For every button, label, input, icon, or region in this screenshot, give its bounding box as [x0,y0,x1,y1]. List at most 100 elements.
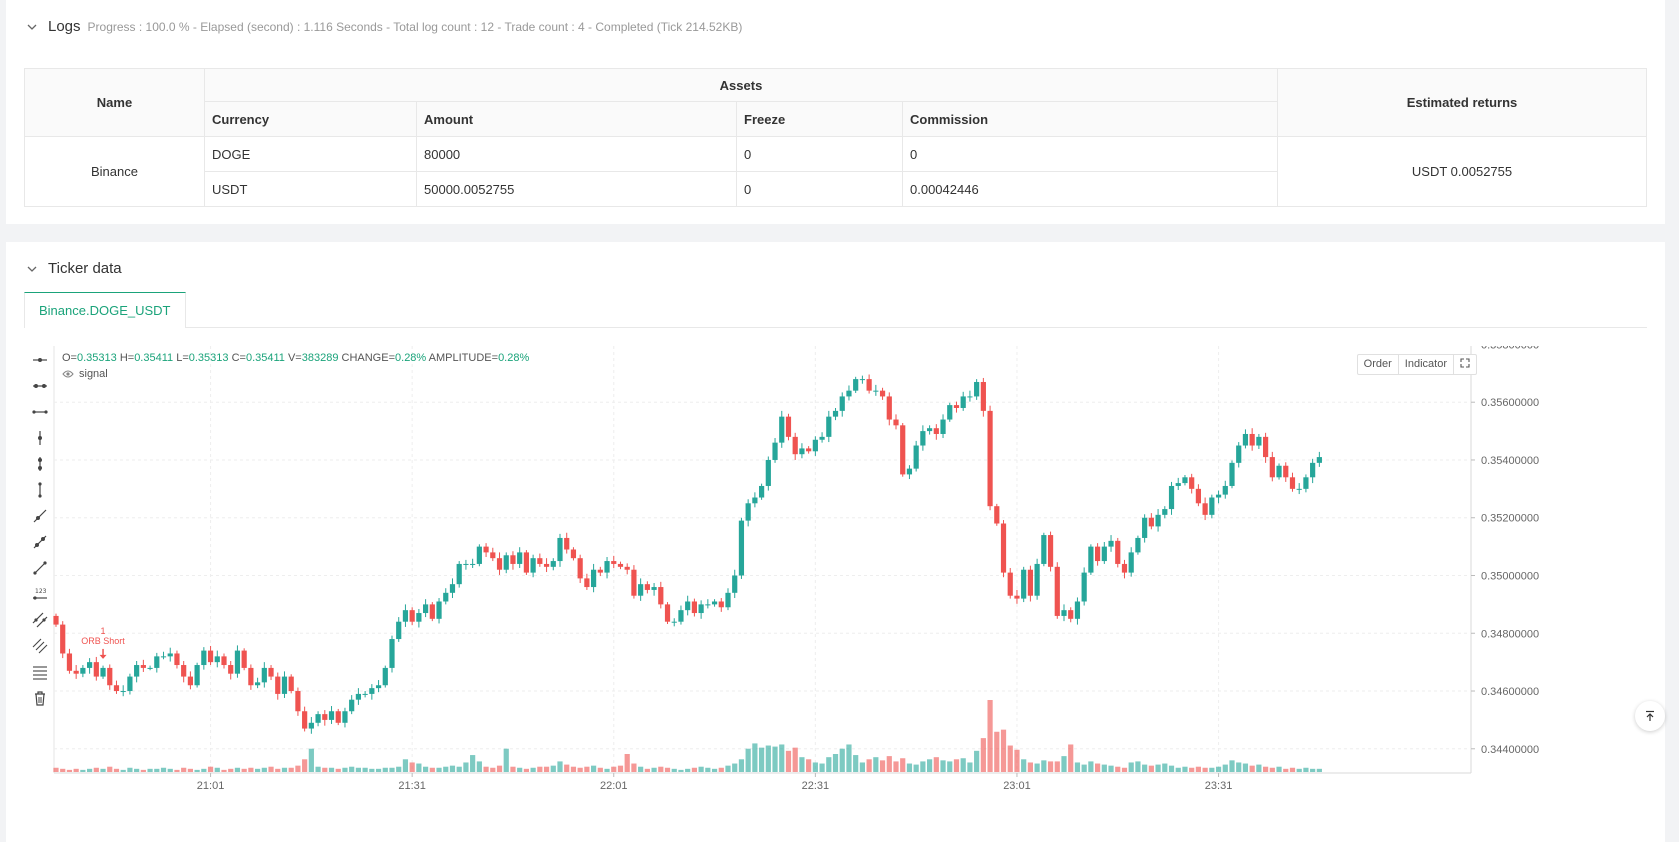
volume-bar [1007,745,1013,772]
candle-body [1296,488,1302,490]
amount-cell: 50000.0052755 [416,171,737,207]
candle-body [994,506,1000,524]
candle-body [1303,477,1309,489]
candle-body [248,667,254,686]
volume-bar [1175,767,1181,772]
candle-body [476,546,482,564]
signal-arrow-head [99,654,107,659]
vertical-line-tool-icon[interactable] [30,480,50,500]
price-tick-label: 0.35400000 [1481,455,1539,467]
volume-bar [530,767,536,772]
price-chart[interactable]: 0.35800000 0.35600000 0.35400000 0.35200000… [24,346,1647,842]
candle-body [147,667,153,669]
volume-bar [779,744,785,772]
low-value: 0.35313 [188,352,229,364]
col-currency: Currency [204,101,417,137]
indicator-button[interactable]: Indicator [1399,355,1454,374]
open-value: 0.35313 [76,352,117,364]
back-to-top-button[interactable] [1635,701,1665,731]
candle-body [718,601,724,608]
vertical-segment-tool-icon[interactable] [30,454,50,474]
signal-indicator-row[interactable]: signal [62,368,108,380]
candle-body [799,448,805,455]
volume-bar [1000,729,1007,772]
candle-body [940,419,946,434]
volume-bar [113,768,120,772]
candle-body [396,621,402,640]
volume-bar [577,767,583,772]
horizontal-line-tool-icon[interactable] [30,402,50,422]
volume-bar [201,768,207,772]
volume-bar [1054,761,1060,772]
trend-line-tool-icon[interactable] [30,532,50,552]
ticker-header[interactable]: Ticker data [24,260,122,277]
candle-body [187,676,193,686]
vertical-ray-tool-icon[interactable] [30,428,50,448]
volume-bar [194,769,200,772]
col-name: Name [24,68,205,137]
candle-body [174,653,180,666]
fib-channel-tool-icon[interactable] [30,636,50,656]
volume-bar [335,768,341,772]
volume-bar [785,750,792,772]
volume-bar [134,768,140,772]
extended-line-tool-icon[interactable] [30,558,50,578]
volume-bar [1128,762,1134,772]
table-row: USDT 50000.0052755 0 0.00042446 [25,171,1647,207]
volume-bar [60,768,66,772]
volume-bar [375,768,382,772]
candle-body [1215,494,1222,498]
candle-body [1276,465,1282,478]
change-label: CHANGE= [341,352,396,364]
volume-bar [1068,744,1074,772]
candle-body [93,662,99,677]
low-label: L= [176,352,189,364]
volume-bar [476,761,482,772]
volume-bar [792,747,798,772]
volume-bar [342,767,348,772]
fib-retracement-tool-icon[interactable] [30,662,50,682]
chevron-down-icon[interactable] [24,261,40,277]
candle-body [335,711,341,723]
price-tick-label: 0.35800000 [1481,346,1539,351]
volume-bar [1108,765,1114,772]
volume-bar [685,768,691,772]
horizontal-segment-tool-icon[interactable] [30,376,50,396]
candle-body [1189,477,1195,489]
candle-body [409,610,415,622]
trash-icon[interactable] [30,688,50,708]
price-tick-label: 0.35200000 [1481,513,1539,525]
tab-binance-doge-usdt[interactable]: Binance.DOGE_USDT [24,292,186,328]
eye-icon[interactable] [62,369,74,379]
candle-body [980,381,986,411]
volume-bar [651,767,657,772]
ray-tool-icon[interactable] [30,506,50,526]
chevron-down-icon[interactable] [24,19,40,35]
order-button[interactable]: Order [1358,355,1399,374]
volume-bar [1276,766,1282,772]
candle-body [987,410,993,507]
candle-body [557,537,563,562]
volume-bar [1269,767,1275,772]
fullscreen-icon[interactable] [1454,355,1476,374]
col-estimated-returns: Estimated returns [1277,68,1647,137]
price-label-tool-icon[interactable]: 123 [30,584,50,604]
chart-area[interactable]: 0.35800000 0.35600000 0.35400000 0.35200000… [24,346,1647,842]
parallel-channel-tool-icon[interactable] [30,610,50,630]
volume-bar [1081,764,1087,772]
amount-cell: 80000 [416,136,737,172]
candle-body [423,604,429,614]
volume-bar [1310,768,1316,772]
logs-header[interactable]: Logs Progress : 100.0 % - Elapsed (secon… [24,18,742,35]
candle-body [268,667,274,677]
candle-body [375,685,382,689]
currency-cell: USDT [204,171,417,207]
volume-bar [893,761,899,772]
candle-body [416,613,422,622]
horizontal-ray-tool-icon[interactable] [30,350,50,370]
candle-body [1168,485,1175,510]
volume-bar [752,743,758,772]
volume-bar [181,767,187,772]
amplitude-label: AMPLITUDE= [428,352,499,364]
candle-body [302,711,308,729]
